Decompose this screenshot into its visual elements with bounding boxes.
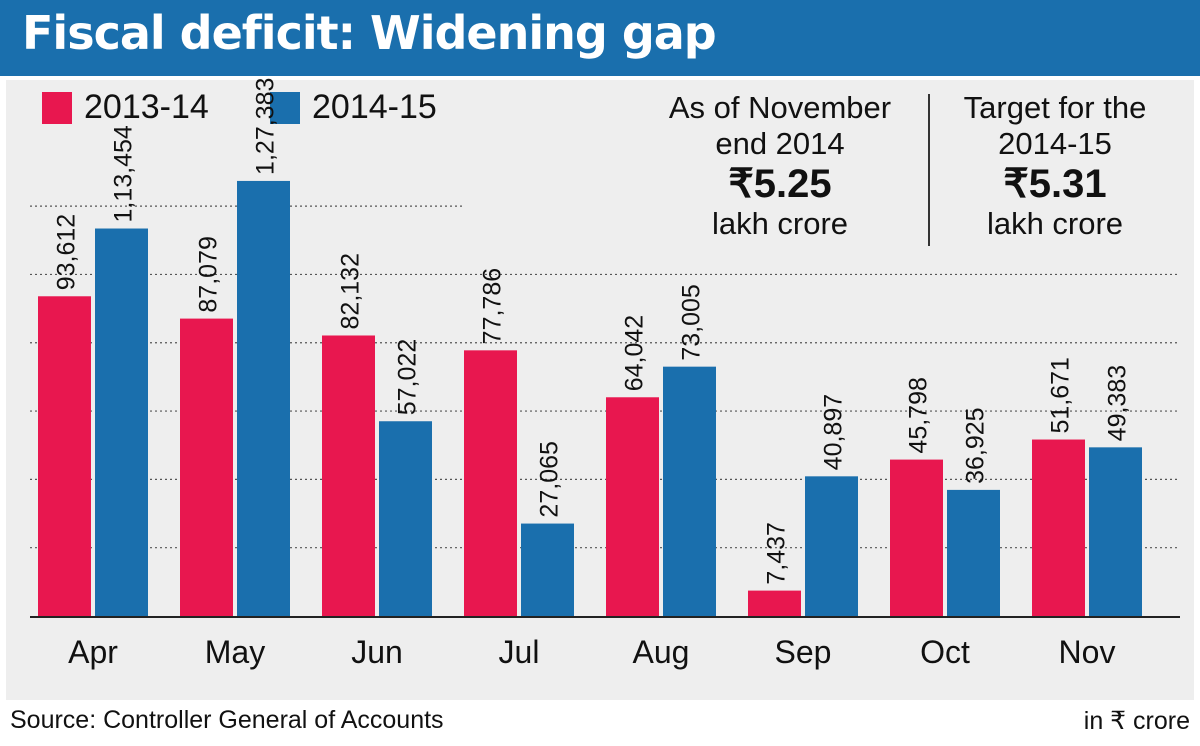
bar-aug-2014-15 [663,366,716,616]
legend-swatch-2014-15 [270,92,300,124]
data-label-oct-2013-14: 45,798 [905,377,933,453]
legend-label-2013-14: 2013-14 [84,88,209,126]
bar-may-2013-14 [180,318,233,616]
bar-aug-2013-14 [606,397,659,616]
x-tick-label-jun: Jun [351,634,403,670]
info-left-line1: As of November [668,90,892,125]
x-tick-label-aug: Aug [633,634,690,670]
bar-jun-2014-15 [379,421,432,616]
bar-oct-2014-15 [947,489,1000,616]
x-tick-label-jul: Jul [499,634,540,670]
x-tick-label-apr: Apr [68,634,118,670]
info-left-unit: lakh crore [711,206,849,241]
data-label-jun-2014-15: 57,022 [394,339,422,415]
title-banner: Fiscal deficit: Widening gap [0,0,1200,76]
unit-note: in ₹ crore [1083,707,1190,735]
data-label-jul-2014-15: 27,065 [536,441,564,517]
bar-nov-2014-15 [1089,447,1142,616]
data-label-jun-2013-14: 82,132 [337,253,365,329]
x-tick-label-nov: Nov [1059,634,1116,670]
bar-nov-2013-14 [1032,439,1085,616]
bar-may-2014-15 [237,180,290,617]
data-label-apr-2014-15: 1,13,454 [110,125,138,222]
bar-jun-2013-14 [322,335,375,616]
bar-jul-2013-14 [464,350,517,616]
info-right-line2: 2014-15 [998,126,1112,161]
x-tick-label-may: May [205,634,265,670]
bar-sep-2014-15 [805,476,858,616]
data-label-aug-2014-15: 73,005 [678,284,706,360]
data-label-sep-2014-15: 40,897 [820,394,848,470]
info-divider [928,94,930,246]
source-note: Source: Controller General of Accounts [10,706,444,734]
bar-jul-2014-15 [521,523,574,616]
info-target: Target for the 2014-15 ₹5.31 lakh crore [940,90,1170,242]
info-right-line1: Target for the [963,90,1147,125]
chart-title: Fiscal deficit: Widening gap [22,6,717,60]
x-tick-label-sep: Sep [775,634,832,670]
data-label-apr-2013-14: 93,612 [53,214,81,290]
info-as-of-november: As of November end 2014 ₹5.25 lakh crore [660,90,900,242]
bar-oct-2013-14 [890,459,943,616]
data-label-sep-2013-14: 7,437 [763,522,791,585]
data-label-nov-2013-14: 51,671 [1047,357,1075,433]
bar-sep-2013-14 [748,590,801,616]
data-label-nov-2014-15: 49,383 [1104,365,1132,441]
info-left-value: ₹5.25 [728,162,832,206]
bar-apr-2014-15 [95,228,148,616]
bar-apr-2013-14 [38,296,91,616]
info-right-unit: lakh crore [986,206,1124,241]
data-label-oct-2014-15: 36,925 [962,407,990,483]
data-label-jul-2013-14: 77,786 [479,268,507,344]
data-label-may-2013-14: 87,079 [195,236,223,312]
info-left-line2: end 2014 [715,126,845,161]
legend-label-2014-15: 2014-15 [312,88,437,126]
legend-swatch-2013-14 [42,92,72,124]
data-label-may-2014-15: 1,27,383 [252,78,280,175]
x-tick-label-oct: Oct [920,634,970,670]
data-label-aug-2013-14: 64,042 [621,315,649,391]
info-right-value: ₹5.31 [1003,162,1107,206]
